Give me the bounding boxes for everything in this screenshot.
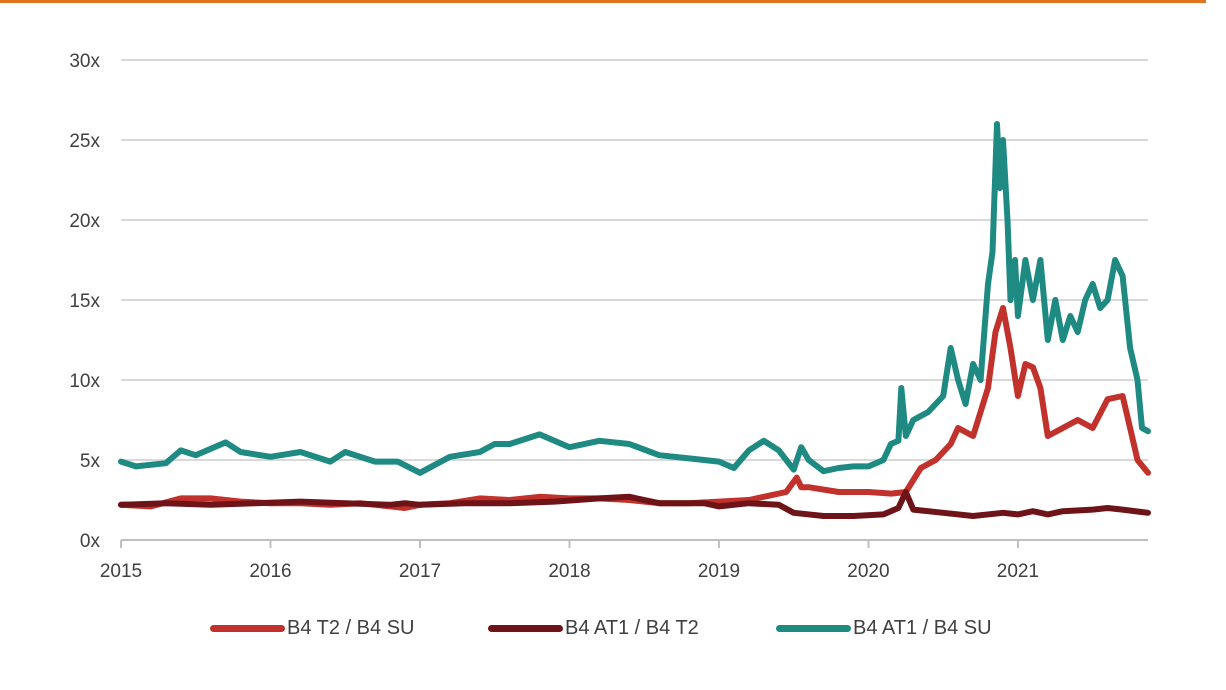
x-tick-label: 2018 xyxy=(548,561,590,582)
x-tick-label: 2017 xyxy=(399,561,441,582)
legend-item-at1-su: B4 AT1 / B4 SU xyxy=(776,612,992,644)
y-tick-label: 30x xyxy=(69,51,100,72)
y-tick-label: 5x xyxy=(80,451,101,472)
axes: 0x 5x 10x 15x 20x 25x 30x 2015 2016 2017 2018 2019 2… xyxy=(69,51,1148,582)
x-tick-label: 2016 xyxy=(249,561,291,582)
x-tick-label: 2020 xyxy=(847,561,889,582)
series-lines xyxy=(118,121,1151,519)
y-tick-label: 0x xyxy=(80,531,101,552)
legend-swatch-t2-su xyxy=(210,624,285,632)
gridlines xyxy=(121,59,1148,461)
series-line-2 xyxy=(118,121,1151,476)
series-line-1 xyxy=(118,489,1151,519)
legend-label-at1-su: B4 AT1 / B4 SU xyxy=(853,616,992,639)
series-line-0 xyxy=(118,305,1151,511)
x-tick-label: 2019 xyxy=(698,561,740,582)
legend-item-at1-t2: B4 AT1 / B4 T2 xyxy=(488,612,699,644)
legend-label-at1-t2: B4 AT1 / B4 T2 xyxy=(565,616,699,639)
legend-swatch-at1-t2 xyxy=(488,624,563,632)
line-chart: 0x 5x 10x 15x 20x 25x 30x 2015 2016 2017 2018 2019 2… xyxy=(69,51,1151,582)
x-tick-label: 2021 xyxy=(997,561,1039,582)
x-tick-label: 2015 xyxy=(100,561,142,582)
y-tick-label: 25x xyxy=(69,131,100,152)
y-tick-label: 20x xyxy=(69,211,100,232)
top-accent-rule xyxy=(0,0,1206,3)
legend-item-t2-su: B4 T2 / B4 SU xyxy=(210,612,414,644)
legend-label-t2-su: B4 T2 / B4 SU xyxy=(287,616,415,639)
legend: B4 T2 / B4 SU B4 AT1 / B4 T2 B4 AT1 / B4… xyxy=(0,612,1226,644)
y-tick-label: 15x xyxy=(69,291,100,312)
y-tick-label: 10x xyxy=(69,371,100,392)
legend-swatch-at1-su xyxy=(776,624,851,632)
